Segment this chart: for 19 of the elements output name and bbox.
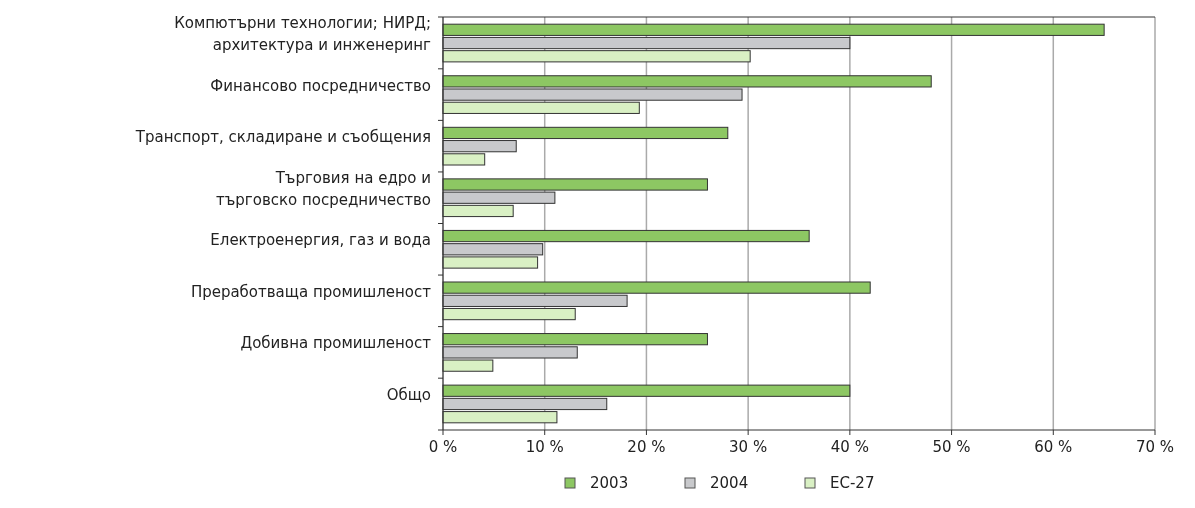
y-tick-label: Транспорт, складиране и съобщения — [134, 128, 431, 147]
x-tick-label: 20 % — [627, 438, 666, 456]
y-tick-label: Търговия на едро и търговско посредничество — [215, 168, 431, 209]
y-tick-label: Електроенергия, газ и вода — [210, 231, 431, 250]
y-tick-label: Компютърни технологии; НИРД; архитектура и инженеринг — [174, 14, 432, 55]
y-tick-label: Общо — [386, 385, 431, 404]
legend-label: ЕС-27 — [830, 474, 875, 492]
y-tick-label: Добивна промишленост — [240, 334, 432, 353]
y-tick-label: Финансово посредничество — [210, 76, 431, 95]
x-tick-label: 50 % — [932, 438, 971, 456]
x-tick-label: 60 % — [1034, 438, 1073, 456]
y-tick-label: Преработваща промишленост — [190, 282, 432, 301]
x-tick-label: 30 % — [729, 438, 768, 456]
x-tick-label: 10 % — [525, 438, 564, 456]
legend-label: 2003 — [590, 474, 629, 492]
x-tick-label: 40 % — [830, 438, 869, 456]
legend-label: 2004 — [710, 474, 749, 492]
x-tick-label: 0 % — [428, 438, 458, 456]
x-tick-label: 70 % — [1135, 438, 1175, 456]
